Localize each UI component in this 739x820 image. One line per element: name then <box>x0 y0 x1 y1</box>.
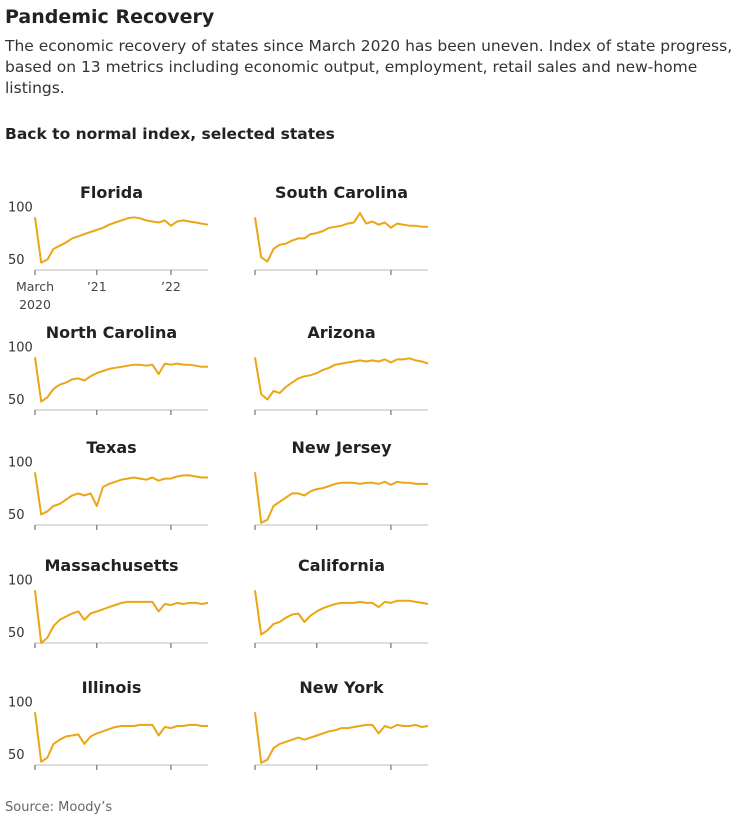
x-tick-label: ’22 <box>160 279 181 294</box>
panel-title: South Carolina <box>275 183 408 202</box>
panel-title: Massachusetts <box>44 556 178 575</box>
line <box>34 472 208 516</box>
y-tick-label: 50 <box>8 626 25 641</box>
y-tick-label: 100 <box>8 200 33 215</box>
panel-title: California <box>298 556 385 575</box>
line <box>254 472 428 524</box>
line <box>34 590 209 644</box>
y-tick-label: 100 <box>8 455 33 470</box>
subtitle: The economic recovery of states since Ma… <box>5 37 733 97</box>
line <box>34 712 208 763</box>
y-tick-label: 100 <box>8 573 33 588</box>
panel-title: New Jersey <box>291 438 392 457</box>
y-tick-label: 50 <box>8 748 25 763</box>
line <box>34 216 209 264</box>
panel-title: Illinois <box>82 678 142 697</box>
section-title: Back to normal index, selected states <box>5 125 335 143</box>
line <box>254 712 429 764</box>
x-tick-label: March 2020 <box>15 279 55 312</box>
y-tick-label: 50 <box>8 508 25 523</box>
charts: Florida 50 100 South Carolina North Carolina… <box>8 183 429 770</box>
line <box>254 590 429 636</box>
y-tick-label: 50 <box>8 393 25 408</box>
panel-title: North Carolina <box>46 323 177 342</box>
panel-title: Florida <box>80 183 143 202</box>
y-tick-label: 100 <box>8 695 33 710</box>
y-tick-label: 100 <box>8 340 33 355</box>
panel-title: Arizona <box>307 323 375 342</box>
y-tick-label: 50 <box>8 253 25 268</box>
panel-title: New York <box>299 678 384 697</box>
line <box>254 357 429 401</box>
title: Pandemic Recovery <box>5 6 215 28</box>
x-tick-label: ’21 <box>86 279 107 294</box>
line <box>34 357 208 403</box>
panel-title: Texas <box>86 438 136 457</box>
source: Source: Moody’s <box>5 800 113 815</box>
line <box>254 212 428 263</box>
